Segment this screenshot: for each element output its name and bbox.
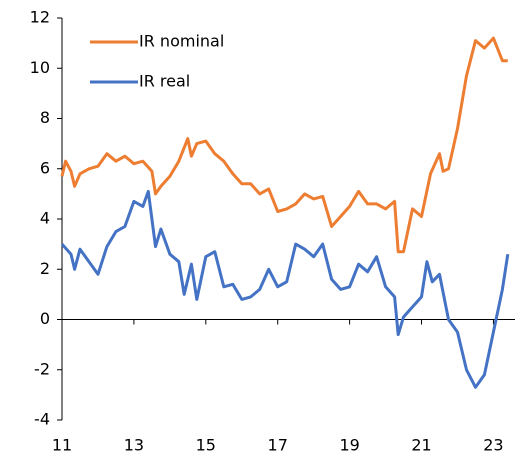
y-tick-label: 0 bbox=[40, 309, 50, 328]
y-tick-label: 6 bbox=[40, 158, 50, 177]
y-tick-label: 10 bbox=[30, 58, 50, 77]
legend-label: IR real bbox=[139, 72, 190, 91]
x-tick-label: 17 bbox=[268, 436, 288, 455]
line-series bbox=[60, 189, 510, 389]
x-tick-label: 15 bbox=[196, 436, 216, 455]
y-tick-label: -4 bbox=[34, 410, 50, 429]
line-series bbox=[60, 36, 508, 254]
x-tick-label: 13 bbox=[124, 436, 144, 455]
y-tick-label: 4 bbox=[40, 209, 50, 228]
x-tick-label: 23 bbox=[483, 436, 503, 455]
x-tick-label: 19 bbox=[339, 436, 359, 455]
y-tick-label: 8 bbox=[40, 108, 50, 127]
legend-label: IR nominal bbox=[139, 32, 224, 51]
y-tick-label: -2 bbox=[34, 359, 50, 378]
y-tick-label: 12 bbox=[30, 8, 50, 27]
x-tick-label: 21 bbox=[411, 436, 431, 455]
x-tick-label: 11 bbox=[52, 436, 72, 455]
y-tick-label: 2 bbox=[40, 259, 50, 278]
